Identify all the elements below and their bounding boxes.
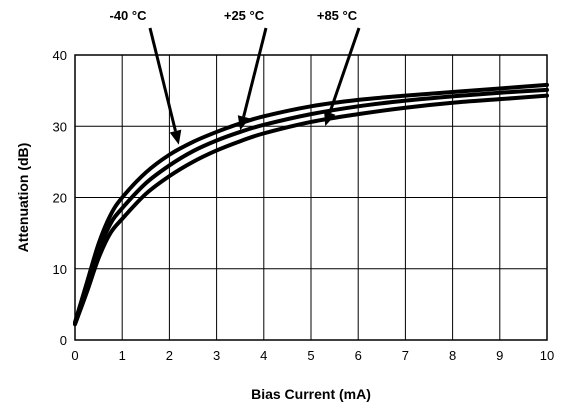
x-tick-label-9: 9 (496, 348, 503, 363)
x-tick-label-0: 0 (71, 348, 78, 363)
series-curve-0 (73, 82, 549, 325)
callout-line-1 (242, 27, 268, 118)
series-curve-1 (73, 87, 549, 326)
series-callouts: -40 °C +25 °C +85 °C (110, 8, 361, 145)
x-tick-label-5: 5 (307, 348, 314, 363)
x-tick-label-2: 2 (166, 348, 173, 363)
series-label-0: -40 °C (110, 8, 148, 23)
callout-line-2 (328, 27, 361, 114)
x-tick-label-8: 8 (449, 348, 456, 363)
x-tick-label-3: 3 (213, 348, 220, 363)
callout-arrowhead-1 (237, 115, 250, 131)
callout-line-0 (148, 27, 177, 132)
series-label-2: +85 °C (317, 8, 358, 23)
y-tick-labels: 0 10 20 30 40 (53, 48, 67, 348)
x-axis-title: Bias Current (mA) (251, 386, 371, 402)
callout-arrowhead-2 (324, 110, 336, 127)
series-curves (73, 82, 549, 327)
x-tick-label-10: 10 (540, 348, 554, 363)
y-tick-label-4: 40 (53, 48, 67, 63)
x-tick-label-4: 4 (260, 348, 267, 363)
y-axis-title: Attenuation (dB) (15, 143, 31, 253)
callout-arrowhead-0 (169, 129, 182, 145)
x-tick-labels: 0 1 2 3 4 5 6 7 8 9 10 (71, 348, 554, 363)
series-curve-2 (73, 93, 549, 327)
plot-frame (74, 54, 548, 341)
y-tick-label-3: 30 (53, 119, 67, 134)
x-tick-label-1: 1 (119, 348, 126, 363)
x-tick-label-6: 6 (355, 348, 362, 363)
series-label-1: +25 °C (224, 8, 265, 23)
y-tick-label-2: 20 (53, 191, 67, 206)
y-tick-label-0: 0 (60, 333, 67, 348)
grid (75, 55, 547, 340)
x-tick-label-7: 7 (402, 348, 409, 363)
y-tick-label-1: 10 (53, 262, 67, 277)
